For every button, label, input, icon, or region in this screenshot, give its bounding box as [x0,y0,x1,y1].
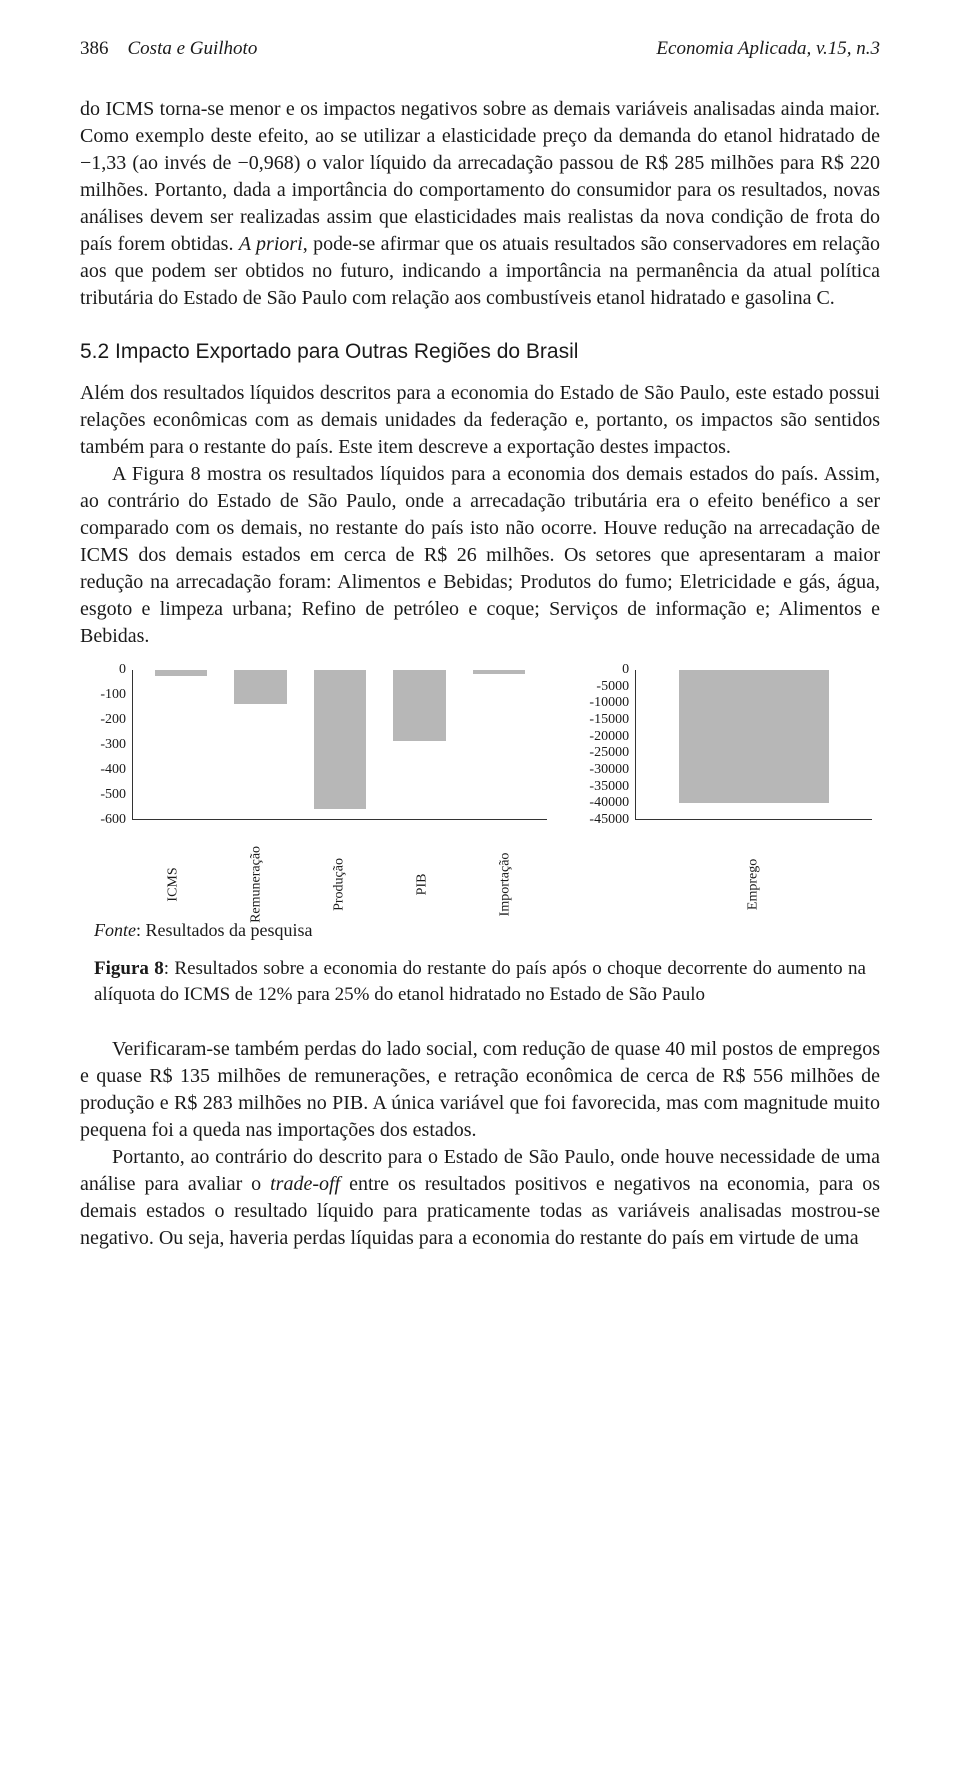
ytick-label: -5000 [596,680,629,694]
running-head: 386 Costa e Guilhoto Economia Aplicada, … [80,36,880,62]
text-italic: A priori [239,233,303,255]
xlabel: Remuneração [215,820,298,912]
figure-caption-text: : Resultados sobre a economia do restant… [94,958,866,1005]
bar [314,670,366,809]
chart-right-plot [635,670,872,820]
figure-8-charts: 0-100-200-300-400-500-600 ICMSRemuneraçã… [80,670,880,912]
fonte-text: : Resultados da pesquisa [136,920,312,940]
bar [393,670,445,741]
xlabel-text: Remuneração [247,846,266,923]
xlabel-text: ICMS [164,868,183,902]
authors: Costa e Guilhoto [128,38,258,59]
ytick-label: -15000 [589,713,629,727]
ytick-label: -10000 [589,696,629,710]
ytick-label: -600 [100,813,126,827]
journal-title: Economia Aplicada, v.15, n.3 [656,36,880,62]
body-paragraph: do ICMS torna-se menor e os impactos neg… [80,96,880,312]
chart-left: 0-100-200-300-400-500-600 ICMSRemuneraçã… [80,670,555,912]
ytick-label: 0 [119,663,126,677]
bar-column [221,670,301,819]
bar [679,670,829,803]
text-run: do ICMS torna-se menor e os impactos neg… [80,98,880,255]
chart-right-yticks: 0-5000-10000-15000-20000-25000-30000-350… [583,670,631,820]
ytick-label: -300 [100,738,126,752]
xlabel-text: Emprego [744,859,763,910]
ytick-label: -25000 [589,746,629,760]
xlabel-text: Importação [496,853,515,917]
bar [155,670,207,677]
ytick-label: -400 [100,763,126,777]
body-paragraph: Além dos resultados líquidos descritos p… [80,380,880,461]
ytick-label: -35000 [589,780,629,794]
bar-column [141,670,221,819]
chart-left-plot [132,670,547,820]
page-number: 386 [80,38,109,59]
bar [473,670,525,674]
bar [234,670,286,704]
ytick-label: -20000 [589,730,629,744]
xlabel: Importação [464,820,547,912]
ytick-label: 0 [622,663,629,677]
ytick-label: -200 [100,713,126,727]
ytick-label: -30000 [589,763,629,777]
xlabel: Emprego [635,820,872,912]
chart-right-bars [636,670,872,819]
bar-column [459,670,539,819]
ytick-label: -100 [100,688,126,702]
fonte-label: Fonte [94,920,136,940]
text-italic: trade-off [270,1173,340,1195]
ytick-label: -500 [100,788,126,802]
bar-column [380,670,460,819]
chart-right-xlabels: Emprego [635,820,872,912]
body-paragraph: A Figura 8 mostra os resultados líquidos… [80,461,880,650]
xlabel-text: Produção [330,858,349,911]
bar-column [641,670,868,819]
figure-label: Figura 8 [94,958,164,979]
chart-left-yticks: 0-100-200-300-400-500-600 [80,670,128,820]
chart-left-xlabels: ICMS Remuneração Produção PIB Importação [132,820,547,912]
ytick-label: -45000 [589,813,629,827]
ytick-label: -40000 [589,796,629,810]
body-paragraph: Verificaram-se também perdas do lado soc… [80,1036,880,1144]
xlabel: PIB [381,820,464,912]
section-heading: 5.2 Impacto Exportado para Outras Regiõe… [80,338,880,366]
xlabel-text: PIB [413,874,432,896]
figure-8-caption: Figura 8: Resultados sobre a economia do… [94,956,866,1007]
figure-source: Fonte: Resultados da pesquisa [94,918,880,942]
xlabel: Produção [298,820,381,912]
body-paragraph: Portanto, ao contrário do descrito para … [80,1144,880,1252]
xlabel: ICMS [132,820,215,912]
bar-column [300,670,380,819]
chart-left-bars [133,670,547,819]
running-head-left: 386 Costa e Guilhoto [80,36,257,62]
chart-right: 0-5000-10000-15000-20000-25000-30000-350… [583,670,880,912]
